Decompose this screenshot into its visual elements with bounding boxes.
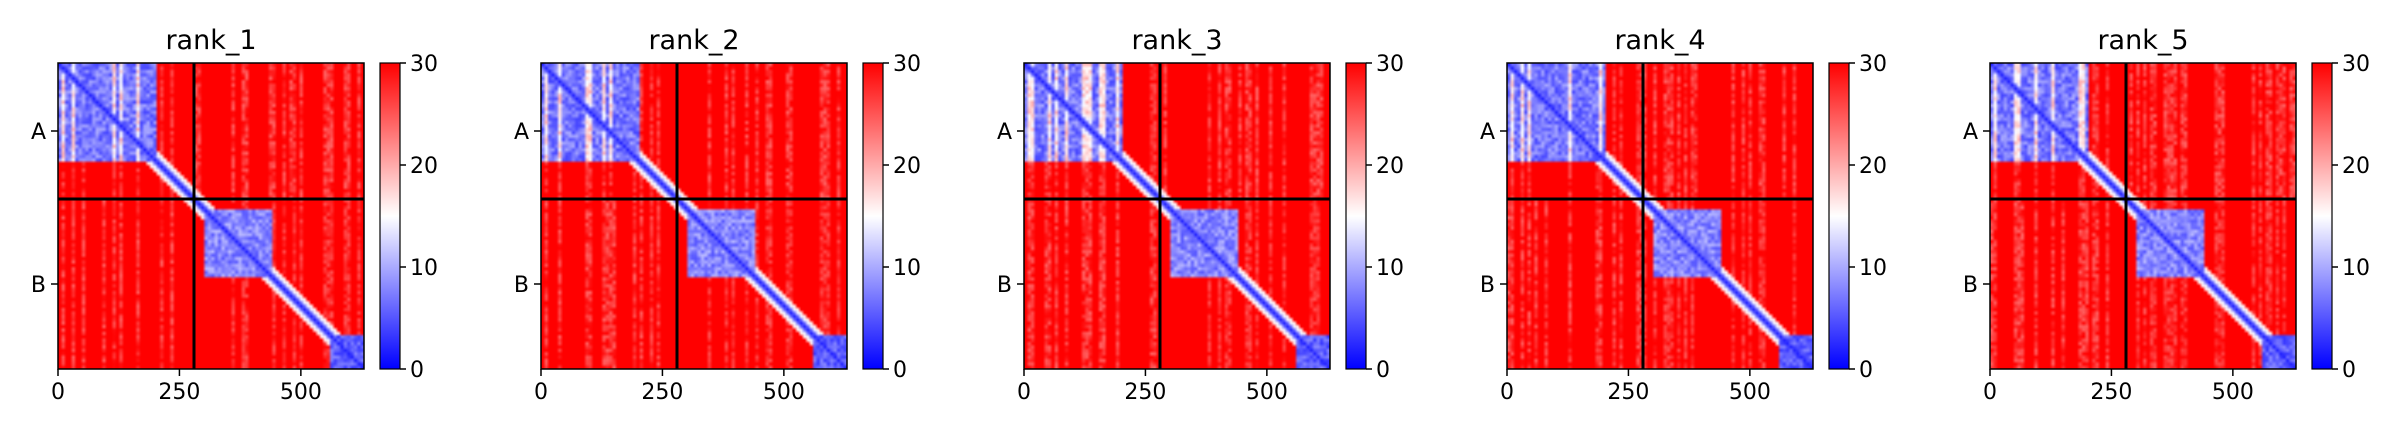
colorbar-tick-label: 30 (1859, 52, 1887, 77)
colorbar-frame (862, 62, 884, 370)
chain-label-A: A (1963, 120, 1978, 145)
colorbar-gradient (863, 63, 883, 369)
panel-title: rank_2 (648, 25, 739, 56)
colorbar-tick-label: 30 (1376, 52, 1404, 77)
chain-label-B: B (1963, 273, 1978, 298)
colorbar-tick-label: 20 (410, 154, 438, 179)
heatmap-panel-2: rank_2 0 250 500 A B 0 10 20 30 (514, 25, 921, 405)
panel-title: rank_5 (2097, 25, 2188, 56)
colorbar-tick-label: 10 (1859, 256, 1887, 281)
colorbar-tick-label: 20 (2342, 154, 2370, 179)
colorbar-tick-label: 30 (2342, 52, 2370, 77)
heatmap-cells (58, 63, 364, 369)
chain-label-B: B (1480, 273, 1495, 298)
colorbar-tick-label: 10 (893, 256, 921, 281)
x-tick-label: 0 (1017, 380, 1031, 405)
x-tick-label: 0 (1500, 380, 1514, 405)
x-tick-label: 250 (2090, 380, 2132, 405)
colorbar-tick-label: 20 (1859, 154, 1887, 179)
chain-label-B: B (514, 273, 529, 298)
colorbar-tick-label: 0 (2342, 358, 2356, 383)
colorbar-tick-label: 20 (1376, 154, 1404, 179)
colorbar-gradient (1829, 63, 1849, 369)
chain-label-A: A (997, 120, 1012, 145)
colorbar-tick-label: 10 (2342, 256, 2370, 281)
x-tick-label: 500 (1729, 380, 1771, 405)
heatmap-cells (1507, 63, 1813, 369)
axes-frame (57, 62, 365, 370)
axes-frame (540, 62, 848, 370)
heatmap-cells (1990, 63, 2296, 369)
x-tick-label: 500 (2212, 380, 2254, 405)
heatmap-panel-1: rank_1 0 250 500 A B 0 10 20 30 (31, 25, 438, 405)
x-tick-label: 500 (763, 380, 805, 405)
colorbar-tick-label: 30 (893, 52, 921, 77)
colorbar-tick-label: 30 (410, 52, 438, 77)
colorbar-frame (2311, 62, 2333, 370)
x-tick-label: 0 (1983, 380, 1997, 405)
colorbar-frame (1828, 62, 1850, 370)
axes-frame (1989, 62, 2297, 370)
colorbar-frame (1345, 62, 1367, 370)
colorbar-frame (379, 62, 401, 370)
panel-title: rank_4 (1614, 25, 1705, 56)
colorbar-tick-label: 20 (893, 154, 921, 179)
x-tick-label: 0 (51, 380, 65, 405)
axes-frame (1506, 62, 1814, 370)
colorbar-gradient (380, 63, 400, 369)
x-tick-label: 250 (641, 380, 683, 405)
chain-label-A: A (31, 120, 46, 145)
x-tick-label: 250 (1607, 380, 1649, 405)
x-tick-label: 500 (280, 380, 322, 405)
colorbar-tick-label: 0 (410, 358, 424, 383)
colorbar-tick-label: 0 (1859, 358, 1873, 383)
x-tick-label: 0 (534, 380, 548, 405)
chain-label-A: A (1480, 120, 1495, 145)
colorbar-tick-label: 0 (1376, 358, 1390, 383)
x-tick-label: 500 (1246, 380, 1288, 405)
colorbar-gradient (2312, 63, 2332, 369)
heatmap-cells (1024, 63, 1330, 369)
colorbar-tick-label: 10 (1376, 256, 1404, 281)
chain-label-A: A (514, 120, 529, 145)
heatmap-panel-4: rank_4 0 250 500 A B 0 10 20 30 (1480, 25, 1887, 405)
colorbar-tick-label: 0 (893, 358, 907, 383)
heatmap-cells (541, 63, 847, 369)
heatmap-panel-3: rank_3 0 250 500 A B 0 10 20 30 (997, 25, 1404, 405)
chain-label-B: B (31, 273, 46, 298)
colorbar-gradient (1346, 63, 1366, 369)
colorbar-tick-label: 10 (410, 256, 438, 281)
x-tick-label: 250 (1124, 380, 1166, 405)
heatmap-panel-5: rank_5 0 250 500 A B 0 10 20 30 (1963, 25, 2370, 405)
axes-frame (1023, 62, 1331, 370)
panel-title: rank_3 (1131, 25, 1222, 56)
panel-title: rank_1 (165, 25, 256, 56)
x-tick-label: 250 (158, 380, 200, 405)
chain-label-B: B (997, 273, 1012, 298)
